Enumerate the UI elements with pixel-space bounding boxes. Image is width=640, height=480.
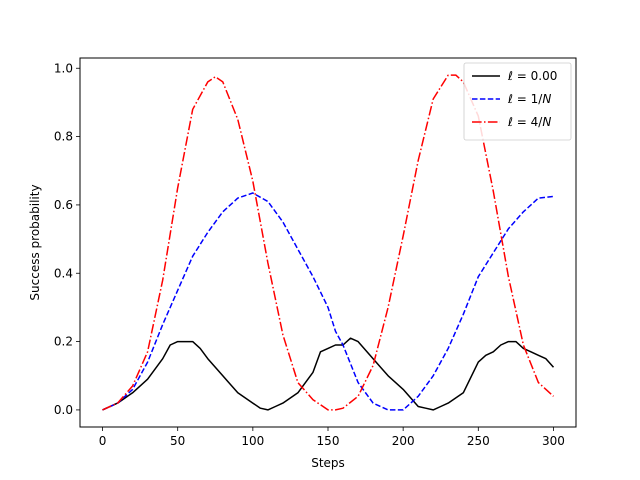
series-line-1	[102, 337, 555, 411]
x-tick-label: 0	[99, 434, 107, 448]
y-tick-label: 0.2	[54, 335, 73, 349]
x-tick-label: 250	[467, 434, 490, 448]
x-tick-label: 150	[317, 434, 340, 448]
y-tick-label: 0.6	[54, 198, 73, 212]
legend-label: ℓ = 1/N	[507, 92, 551, 106]
legend-label-part: ℓ = 0.00	[507, 69, 557, 83]
y-tick-label: 0.0	[54, 403, 73, 417]
legend-label-part: ℓ = 1/	[507, 92, 543, 106]
x-axis-label: Steps	[311, 456, 345, 470]
legend-label: ℓ = 4/N	[507, 115, 551, 129]
series-line-2	[102, 192, 554, 411]
x-tick-label: 300	[542, 434, 565, 448]
x-axis-ticks: 0 50 100 150 200 250 300	[99, 427, 565, 448]
legend: ℓ = 0.00ℓ = 1/Nℓ = 4/N	[463, 62, 572, 141]
x-tick-label: 50	[170, 434, 185, 448]
y-axis-label: Success probability	[28, 184, 42, 300]
y-tick-label: 1.0	[54, 61, 73, 75]
legend-label-part: N	[542, 115, 551, 129]
legend-label-part: N	[542, 92, 551, 106]
y-axis-ticks: 0.0 0.2 0.4 0.6 0.8 1.0	[54, 61, 80, 417]
legend-label-part: ℓ = 4/	[507, 115, 543, 129]
legend-box	[463, 62, 572, 141]
legend-label: ℓ = 0.00	[507, 69, 557, 83]
y-tick-label: 0.4	[54, 266, 73, 280]
y-tick-label: 0.8	[54, 130, 73, 144]
x-tick-label: 200	[392, 434, 415, 448]
x-tick-label: 100	[241, 434, 264, 448]
